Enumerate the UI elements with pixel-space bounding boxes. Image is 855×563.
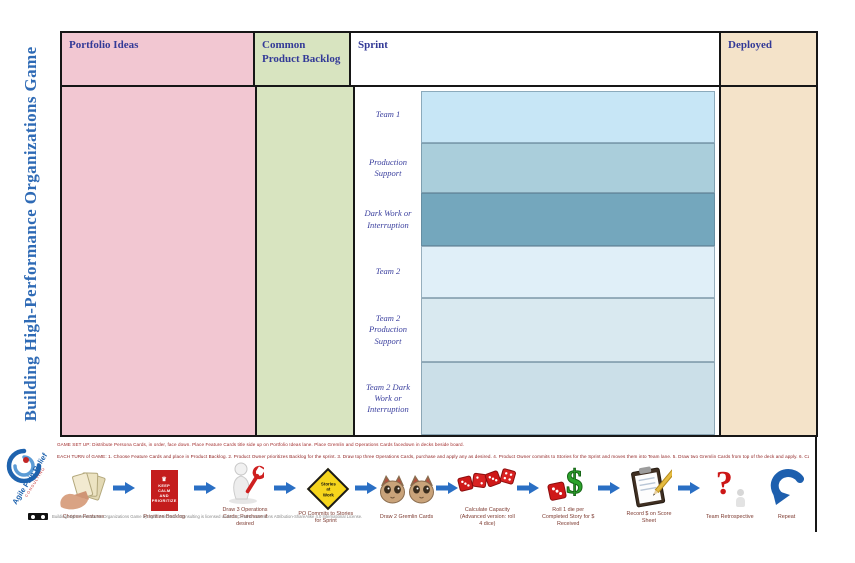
board-body-row: Team 1 Production Support Dark Work or I… bbox=[62, 87, 816, 435]
poster-line: AND bbox=[159, 493, 169, 499]
portfolio-ideas-lane bbox=[62, 87, 257, 435]
step-label: Draw 2 Gremlin Cards bbox=[379, 514, 434, 521]
strip-right-border bbox=[815, 437, 817, 532]
sprint-row-team1: Team 1 bbox=[355, 87, 719, 143]
right-arrow-icon bbox=[597, 481, 621, 495]
sprint-row-label: Team 2 Dark Work or Interruption bbox=[365, 381, 411, 415]
turn-instructions: EACH TURN of GAME: 1. Choose Feature Car… bbox=[57, 454, 809, 459]
step-roll-die-for-money: $ Roll 1 die per Completed Story for $ R… bbox=[540, 460, 597, 527]
sprint-lane: Team 1 Production Support Dark Work or I… bbox=[355, 87, 721, 435]
right-arrow-icon bbox=[193, 481, 217, 495]
step-label: Calculate Capacity (Advanced version: ro… bbox=[459, 507, 515, 527]
gremlins-icon bbox=[378, 467, 436, 513]
sprint-row-team2-dark-work: Team 2 Dark Work or Interruption bbox=[355, 362, 719, 435]
right-arrow-icon bbox=[435, 481, 459, 495]
sprint-row-bar bbox=[421, 362, 715, 435]
sprint-row-bar bbox=[421, 246, 715, 298]
agile-pain-relief-logo: Agile Pain Relief CONSULTING bbox=[2, 440, 60, 550]
sprint-row-dark-work: Dark Work or Interruption bbox=[355, 193, 719, 246]
game-board: Portfolio Ideas Common Product Backlog S… bbox=[60, 31, 818, 437]
step-choose-features: Choose Features bbox=[55, 467, 112, 521]
step-prioritize-backlog: ♛ KEEP CALM AND PRIORITIZE Prioritize Ba… bbox=[136, 467, 193, 521]
instructions-strip: GAME SET UP: Distribute Persona Cards, i… bbox=[0, 437, 816, 557]
right-arrow-icon bbox=[112, 481, 136, 495]
sprint-row-bar bbox=[421, 298, 715, 362]
step-label: Repeat bbox=[777, 514, 796, 521]
sign-line: Stories bbox=[320, 480, 336, 486]
step-label: Choose Features bbox=[62, 514, 105, 521]
mechanic-wrench-icon bbox=[226, 460, 264, 506]
logo-swirl-icon bbox=[6, 448, 42, 484]
step-record-score: Record $ on Score Sheet bbox=[621, 464, 678, 525]
step-label: Draw 3 Operations Cards, Purchase if des… bbox=[222, 507, 268, 527]
repeat-arrow-icon bbox=[766, 467, 808, 513]
step-repeat: Repeat bbox=[758, 467, 815, 521]
board-header-row: Portfolio Ideas Common Product Backlog S… bbox=[62, 33, 816, 87]
right-arrow-icon bbox=[677, 481, 701, 495]
sprint-row-label: Team 1 bbox=[375, 109, 401, 120]
cc-license-badge bbox=[28, 513, 48, 520]
keep-calm-poster-icon: ♛ KEEP CALM AND PRIORITIZE bbox=[150, 467, 178, 513]
sign-line: at bbox=[325, 486, 330, 492]
question-mark-icon: ? bbox=[712, 465, 748, 513]
step-draw-operations-cards: Draw 3 Operations Cards, Purchase if des… bbox=[217, 460, 274, 527]
game-title: Building High-Performance Organizations … bbox=[21, 46, 40, 422]
common-product-backlog-lane bbox=[257, 87, 355, 435]
turn-steps-row: Choose Features ♛ KEEP CALM AND PRIORITI… bbox=[55, 460, 815, 527]
right-arrow-icon bbox=[516, 481, 540, 495]
step-calculate-capacity: Calculate Capacity (Advanced version: ro… bbox=[456, 460, 518, 527]
license-text: Building High-Performance Organizations … bbox=[52, 514, 363, 519]
poster-line: PRIORITIZE bbox=[151, 498, 177, 504]
die-dollar-icon: $ bbox=[546, 460, 590, 506]
sprint-row-production-support: Production Support bbox=[355, 143, 719, 193]
clipboard-icon bbox=[626, 464, 672, 510]
thinker-figure bbox=[735, 489, 746, 508]
sprint-row-label: Production Support bbox=[369, 156, 407, 178]
poster-line: CALM bbox=[157, 487, 171, 493]
sprint-row-label: Team 2 Production Support bbox=[369, 313, 407, 346]
setup-instructions: GAME SET UP: Distribute Persona Cards, i… bbox=[57, 442, 465, 447]
sprint-row-team2-production-support: Team 2 Production Support bbox=[355, 298, 719, 362]
stories-at-work-sign-icon: Stories at Work bbox=[305, 464, 349, 510]
right-arrow-icon bbox=[354, 481, 378, 495]
red-dice-icon bbox=[456, 460, 518, 506]
sprint-row-label: Team 2 bbox=[375, 266, 401, 277]
step-label: Prioritize Backlog bbox=[143, 514, 186, 521]
sprint-row-bar bbox=[421, 91, 715, 143]
right-arrow-icon bbox=[273, 481, 297, 495]
step-team-retrospective: ? Team Retrospective bbox=[701, 465, 758, 521]
svg-text:$: $ bbox=[566, 464, 583, 501]
deployed-lane bbox=[721, 87, 816, 435]
sprint-row-bar bbox=[421, 193, 715, 246]
sprint-row-team2: Team 2 bbox=[355, 246, 719, 298]
step-label: Record $ on Score Sheet bbox=[626, 510, 672, 524]
sprint-header: Sprint bbox=[351, 33, 721, 85]
poster-line: KEEP bbox=[158, 482, 171, 488]
common-product-backlog-header: Common Product Backlog bbox=[255, 33, 351, 85]
step-po-commits: Stories at Work PO Commits to Stories fo… bbox=[297, 464, 354, 525]
crown-glyph: ♛ bbox=[161, 476, 168, 483]
step-label: Roll 1 die per Completed Story for $ Rec… bbox=[541, 507, 595, 527]
step-draw-gremlin-cards: Draw 2 Gremlin Cards bbox=[378, 467, 435, 521]
step-label: Team Retrospective bbox=[705, 514, 754, 521]
sprint-row-label: Dark Work or Interruption bbox=[364, 208, 412, 230]
deployed-header: Deployed bbox=[721, 33, 816, 85]
step-label: PO Commits to Stories for Sprint bbox=[298, 510, 354, 524]
hand-cards-icon bbox=[58, 467, 108, 513]
sprint-row-bar bbox=[421, 143, 715, 193]
sign-line: Work bbox=[322, 491, 334, 497]
portfolio-ideas-header: Portfolio Ideas bbox=[62, 33, 255, 85]
